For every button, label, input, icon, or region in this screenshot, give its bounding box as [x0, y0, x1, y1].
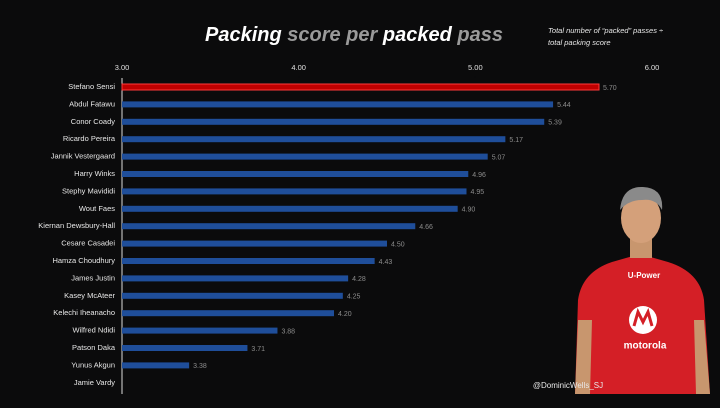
category-label: Wout Faes — [79, 204, 115, 213]
value-label: 5.07 — [492, 154, 506, 161]
bar — [122, 153, 488, 160]
category-label: Wilfred Ndidi — [72, 326, 115, 335]
category-label: Cesare Casadei — [61, 239, 115, 248]
value-label: 4.28 — [352, 276, 366, 283]
x-tick-label: 4.00 — [291, 63, 306, 72]
value-label: 5.17 — [509, 137, 523, 144]
value-label: 4.43 — [379, 259, 393, 266]
jersey-text: U-Power — [628, 271, 660, 280]
bar — [122, 258, 375, 264]
bar — [122, 223, 416, 230]
value-label: 4.50 — [391, 241, 405, 248]
category-label: Jamie Vardy — [74, 378, 115, 387]
jersey-text: motorola — [624, 341, 667, 352]
category-label: Stephy Mavididi — [62, 186, 115, 195]
value-label: 3.88 — [281, 328, 295, 335]
category-label: Kiernan Dewsbury-Hall — [38, 221, 115, 230]
value-label: 4.66 — [419, 224, 433, 231]
x-tick-label: 3.00 — [115, 63, 130, 72]
value-label: 5.44 — [557, 102, 571, 109]
category-label: Patson Daka — [72, 343, 116, 352]
bar — [121, 83, 600, 91]
bar — [122, 240, 387, 247]
value-label: 4.95 — [471, 189, 485, 196]
value-label: 3.71 — [251, 346, 265, 353]
value-label: 4.96 — [472, 172, 486, 179]
value-label: 4.20 — [338, 311, 352, 318]
bar — [122, 345, 248, 351]
category-label: Kelechi Iheanacho — [53, 308, 115, 317]
value-label: 5.39 — [548, 120, 562, 127]
title-part: pass — [452, 24, 503, 46]
x-tick-label: 5.00 — [468, 63, 483, 72]
bar — [122, 327, 278, 334]
bar — [122, 205, 458, 212]
credit: @DominicWells_SJ — [533, 381, 603, 390]
category-label: Abdul Fatawu — [69, 99, 115, 108]
subtitle: total packing score — [548, 38, 611, 47]
value-label: 5.70 — [603, 85, 617, 92]
category-label: Stefano Sensi — [68, 82, 115, 91]
chart-title: Packing score per packed pass — [205, 24, 503, 46]
title-part: score per — [282, 24, 383, 46]
bar — [122, 310, 334, 317]
category-label: Harry Winks — [74, 169, 115, 178]
bar — [122, 136, 506, 143]
value-label: 4.25 — [347, 294, 361, 301]
category-label: Conor Coady — [71, 117, 115, 126]
category-label: Kasey McAteer — [64, 291, 115, 300]
bar — [122, 118, 545, 125]
value-label: 3.38 — [193, 363, 207, 370]
category-label: Ricardo Pereira — [63, 134, 116, 143]
bar — [122, 171, 469, 177]
category-label: Hamza Choudhury — [52, 256, 115, 265]
category-label: Jannik Vestergaard — [51, 152, 115, 161]
title-part: packed — [382, 24, 453, 46]
player-photo: motorola U-Power — [575, 186, 710, 394]
title-part: Packing — [205, 24, 282, 46]
bar — [122, 188, 467, 195]
x-tick-label: 6.00 — [645, 63, 660, 72]
bar — [122, 275, 349, 282]
category-label: Yunus Akgun — [71, 360, 115, 369]
bar — [122, 362, 190, 369]
subtitle: Total number of “packed” passes ÷ — [548, 26, 663, 35]
bar — [122, 292, 343, 299]
value-label: 4.90 — [462, 207, 476, 214]
category-label: James Justin — [71, 273, 115, 282]
bar — [122, 101, 554, 108]
